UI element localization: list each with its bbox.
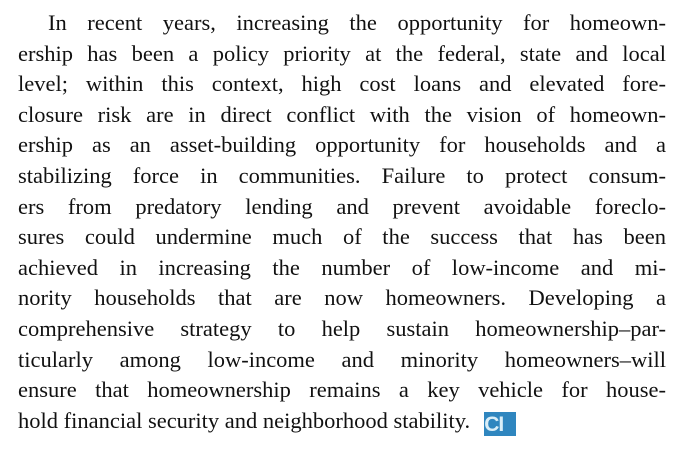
line-text: ticularly among low-income and minority … <box>18 346 666 372</box>
text-line: achieved in increasing the number of low… <box>18 253 666 284</box>
text-line: In recent years, increasing the opportun… <box>18 8 666 39</box>
line-text: ers from predatory lending and prevent a… <box>18 193 666 219</box>
line-text: hold financial security and neighborhood… <box>18 407 471 433</box>
text-line: ers from predatory lending and prevent a… <box>18 192 666 223</box>
text-line: closure risk are in direct conflict with… <box>18 100 666 131</box>
line-text: comprehensive strategy to help sustain h… <box>18 315 666 341</box>
line-text: sures could undermine much of the succes… <box>18 224 666 250</box>
line-text: achieved in increasing the number of low… <box>18 254 666 280</box>
line-text: stabilizing force in communities. Failur… <box>18 162 666 188</box>
line-text: ership as an asset-building opportunity … <box>18 132 666 158</box>
line-text: ensure that homeownership remains a key … <box>18 377 666 403</box>
text-line: level; within this context, high cost lo… <box>18 69 666 100</box>
text-line: ership has been a policy priority at the… <box>18 39 666 70</box>
text-line: ensure that homeownership remains a key … <box>18 375 666 406</box>
text-line: ticularly among low-income and minority … <box>18 345 666 376</box>
line-text: closure risk are in direct conflict with… <box>18 101 666 127</box>
line-text: In recent years, increasing the opportun… <box>48 10 666 35</box>
text-line: hold financial security and neighborhood… <box>18 406 666 437</box>
paragraph: In recent years, increasing the opportun… <box>18 8 666 437</box>
line-text: nority households that are now homeowner… <box>18 285 666 311</box>
text-line: ership as an asset-building opportunity … <box>18 130 666 161</box>
text-line: stabilizing force in communities. Failur… <box>18 161 666 192</box>
line-text: level; within this context, high cost lo… <box>18 71 666 97</box>
line-text: ership has been a policy priority at the… <box>18 40 666 66</box>
text-line: sures could undermine much of the succes… <box>18 222 666 253</box>
text-line: nority households that are now homeowner… <box>18 283 666 314</box>
logo: CI <box>484 411 517 437</box>
text-line: comprehensive strategy to help sustain h… <box>18 314 666 345</box>
